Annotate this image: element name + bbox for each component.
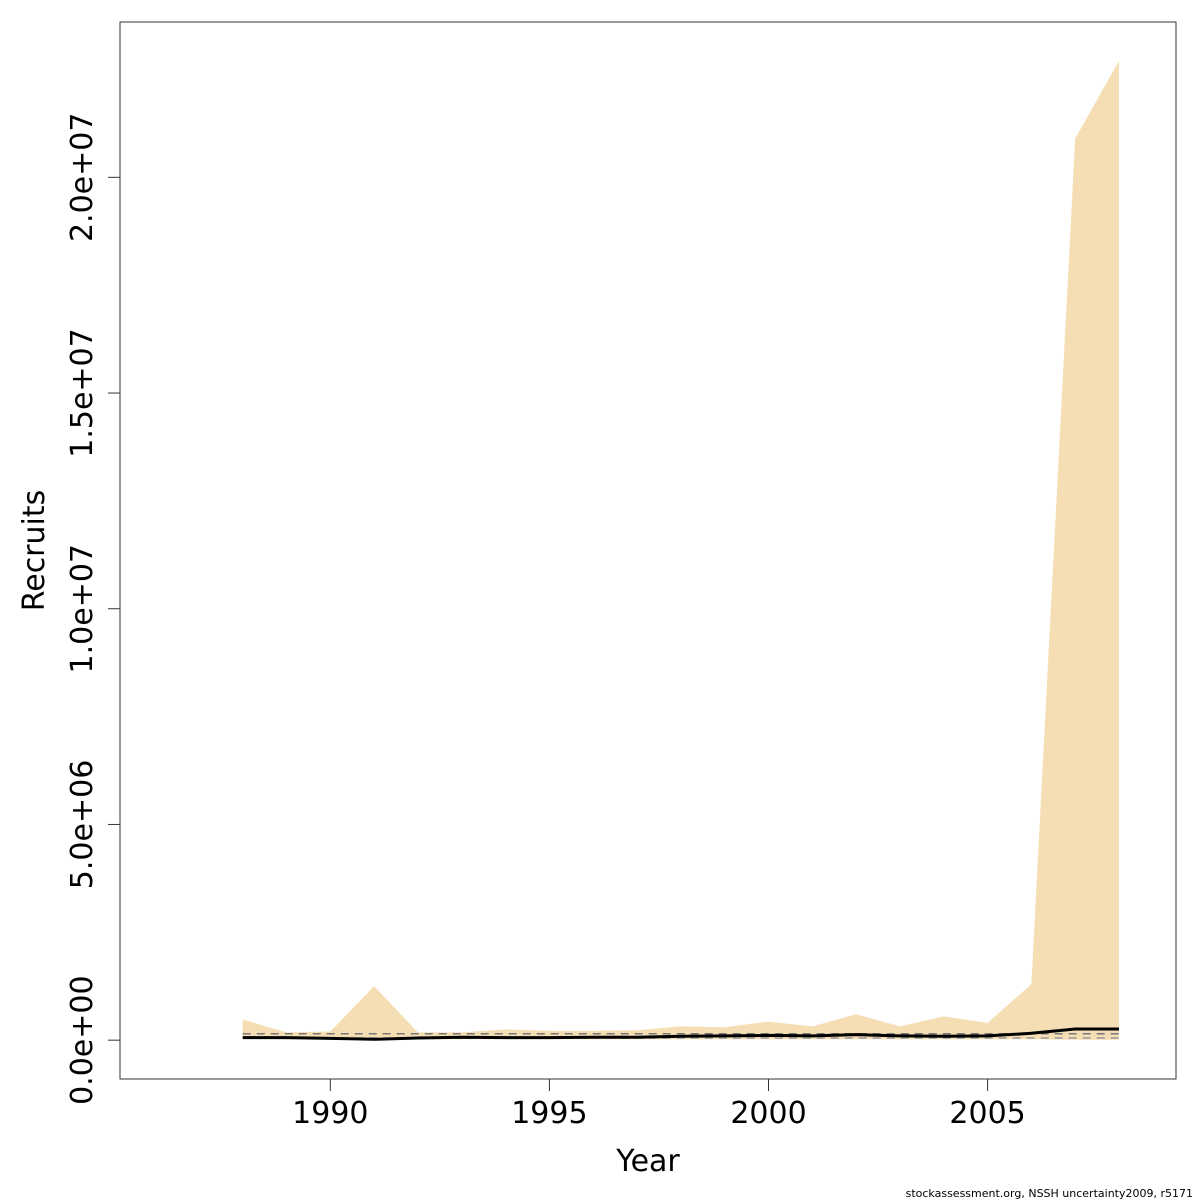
y-axis: 0.0e+00 5.0e+06 1.0e+07 1.5e+07 2.0e+07	[65, 113, 120, 1105]
plot-frame	[119, 21, 1177, 1080]
footer-credit: stockassessment.org, NSSH uncertainty200…	[906, 1187, 1193, 1200]
y-tick-label: 0.0e+00	[65, 975, 100, 1104]
y-axis-title: Recruits	[17, 490, 52, 612]
y-tick-label: 2.0e+07	[65, 113, 100, 242]
y-tick-label: 1.5e+07	[65, 328, 100, 457]
y-tick-label: 5.0e+06	[65, 760, 100, 889]
x-tick-label: 1990	[292, 1096, 368, 1131]
x-axis-title: Year	[615, 1144, 680, 1179]
x-tick-label: 2000	[730, 1096, 806, 1131]
series-layer	[242, 1027, 1119, 1041]
x-axis: 1990 1995 2000 2005	[292, 1079, 1026, 1131]
series-line-median	[242, 1027, 1119, 1041]
x-tick-label: 1995	[511, 1096, 587, 1131]
x-tick-label: 2005	[949, 1096, 1025, 1131]
y-tick-label: 1.0e+07	[65, 544, 100, 673]
